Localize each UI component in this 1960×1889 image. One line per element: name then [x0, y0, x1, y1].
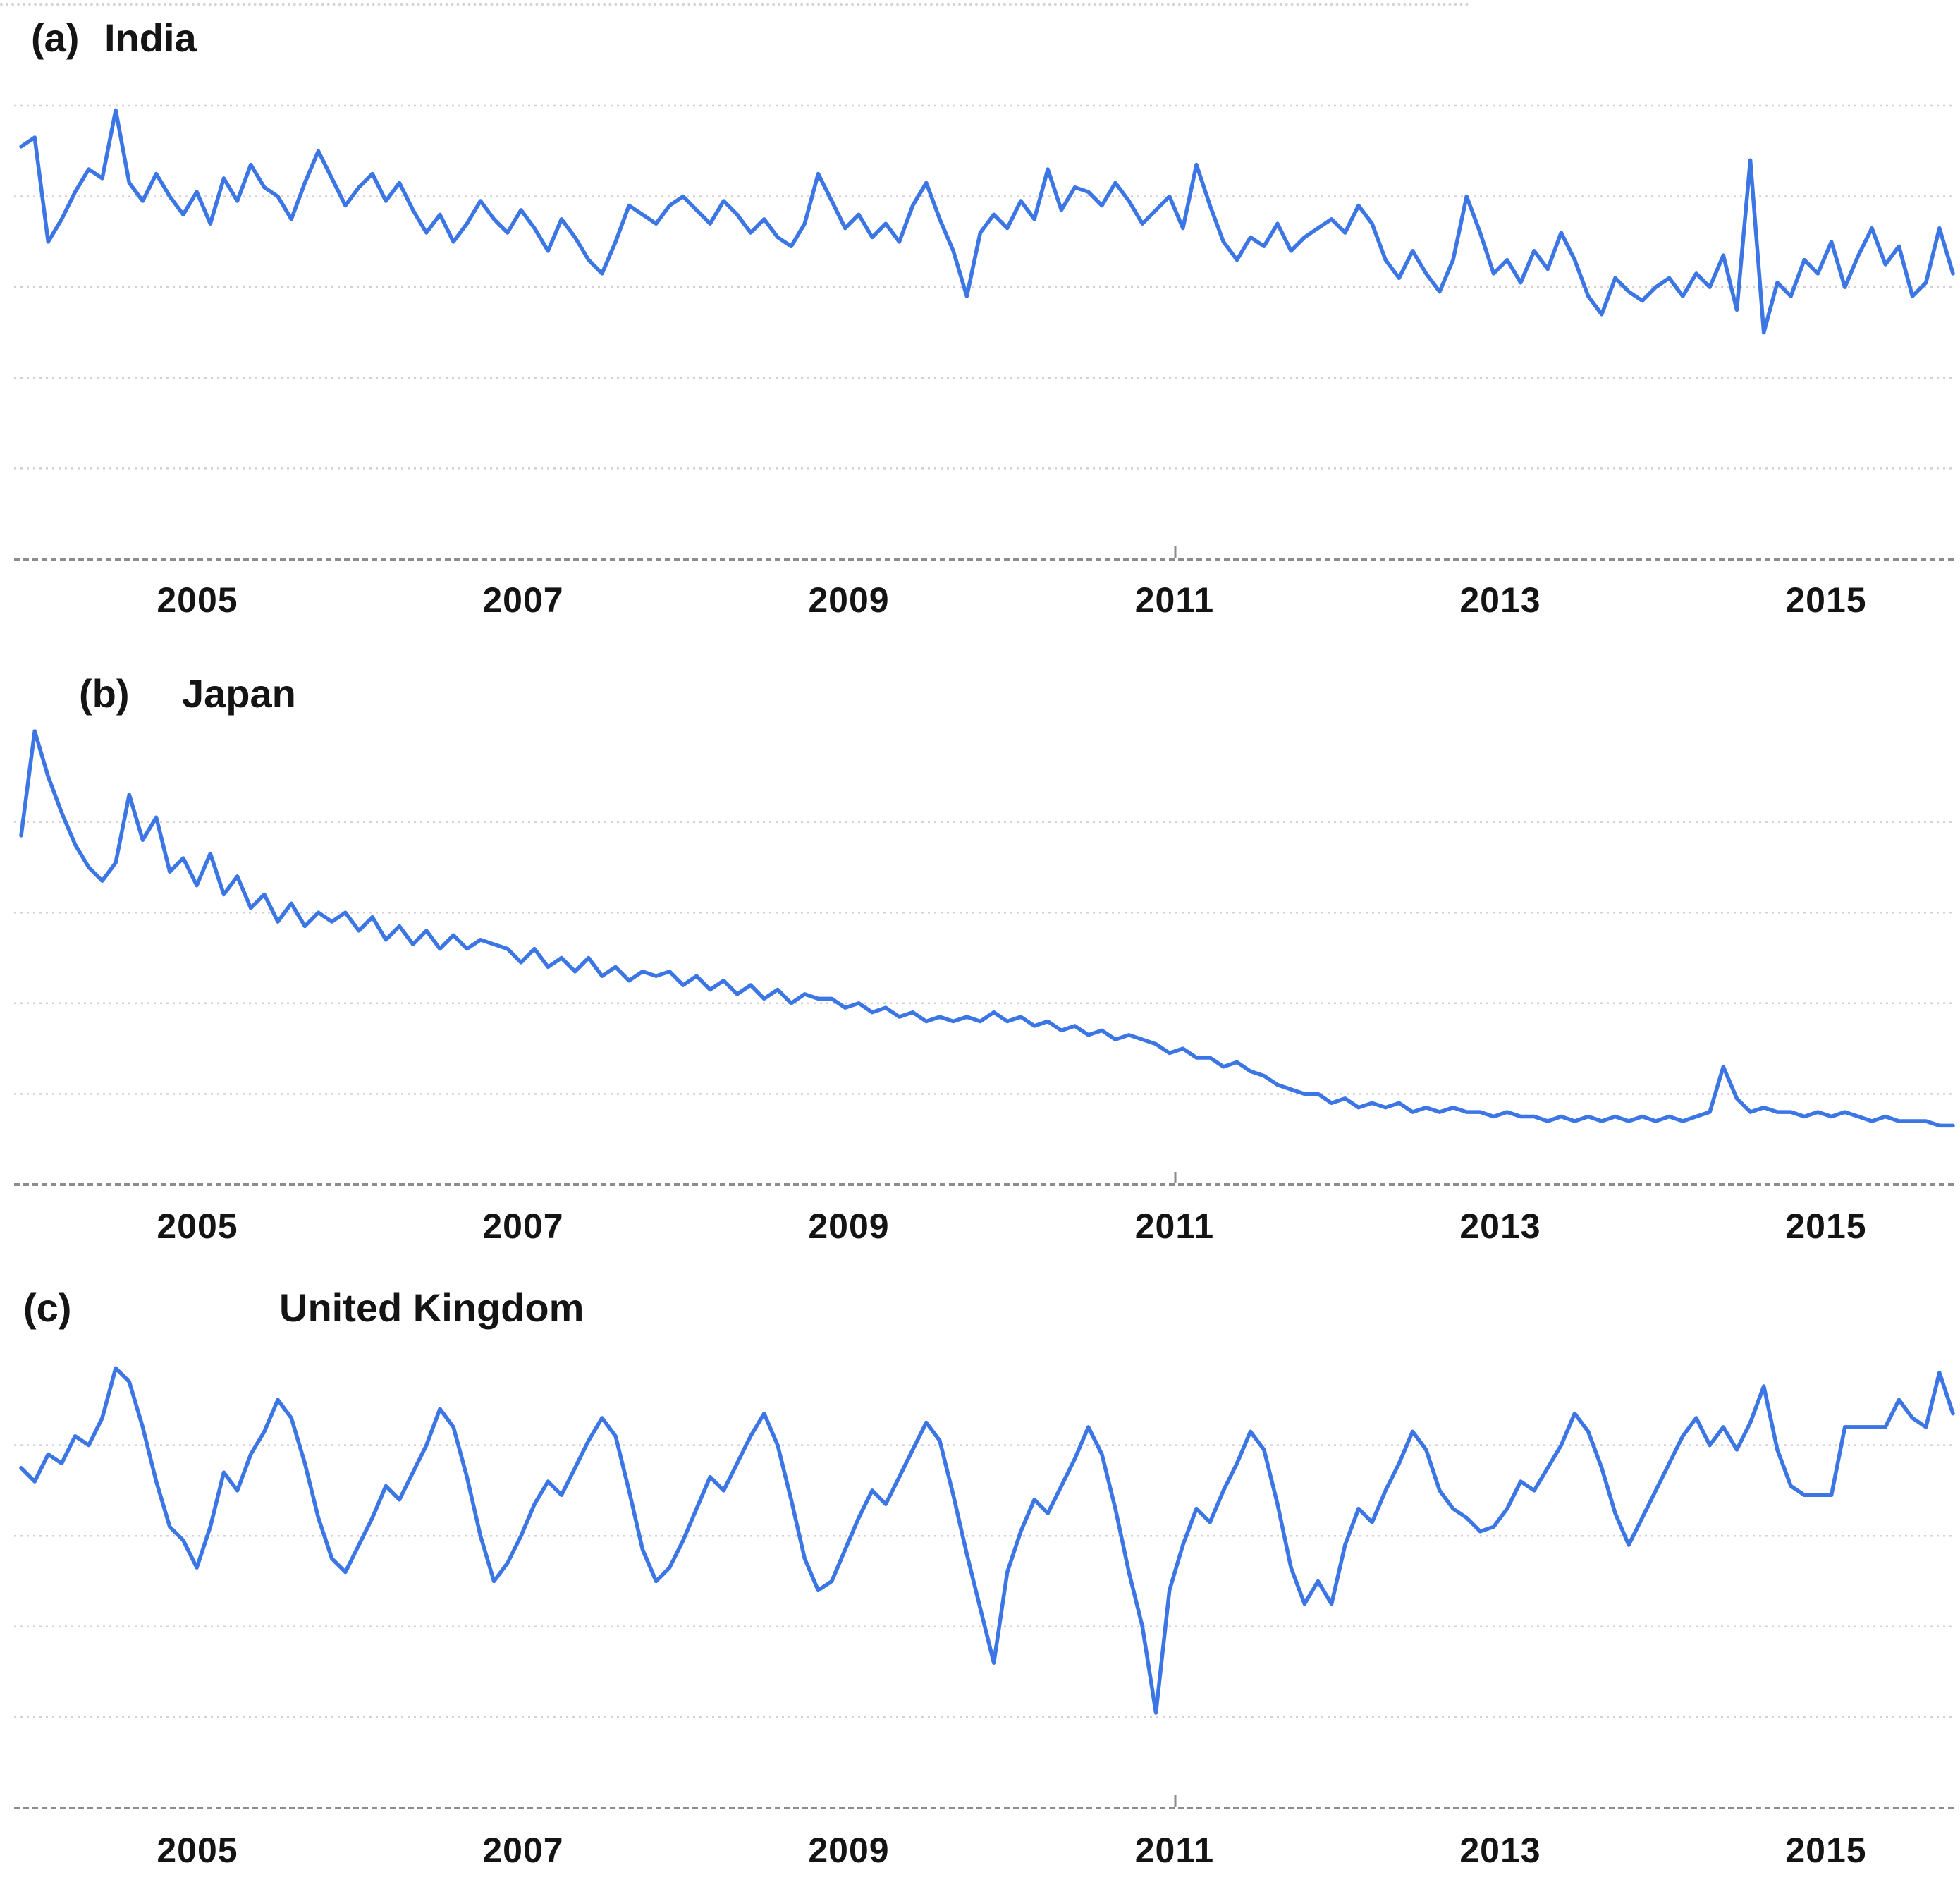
x-tick-label-2011: 2011	[1134, 580, 1215, 620]
x-tick-label-2007: 2007	[482, 580, 564, 620]
panel-a-x-axis-labels: 2005 2007 2009 2011 2013 2015	[0, 580, 1960, 622]
x-tick-label-2005: 2005	[157, 1830, 238, 1870]
panel-b-x-axis-labels: 2005 2007 2009 2011 2013 2015	[0, 1206, 1960, 1248]
trend-line-united-kingdom	[19, 1366, 1955, 1715]
x-tick-label-2013: 2013	[1459, 580, 1541, 620]
x-tick-label-2015: 2015	[1785, 580, 1867, 620]
panel-a-label: (a)	[31, 16, 80, 60]
panel-a-title-text: India	[104, 16, 197, 60]
x-tick-label-2005: 2005	[157, 580, 238, 620]
panel-c-title-text: United Kingdom	[279, 1285, 584, 1330]
panel-c-label: (c)	[23, 1285, 72, 1330]
x-tick-label-2011: 2011	[1134, 1206, 1215, 1246]
x-tick-label-2007: 2007	[482, 1206, 564, 1246]
x-tick-label-2015: 2015	[1785, 1206, 1867, 1246]
trend-line-india	[19, 108, 1955, 335]
x-tick-label-2009: 2009	[808, 1206, 890, 1246]
x-tick-label-2007: 2007	[482, 1830, 564, 1870]
x-tick-label-2009: 2009	[808, 1830, 890, 1870]
x-tick-label-2011: 2011	[1134, 1830, 1215, 1870]
x-tick-label-2015: 2015	[1785, 1830, 1867, 1870]
x-tick-label-2009: 2009	[808, 580, 890, 620]
panel-b-label: (b)	[79, 671, 130, 716]
x-tick-label-2013: 2013	[1459, 1206, 1541, 1246]
x-tick-label-2013: 2013	[1459, 1830, 1541, 1870]
panel-b-title-text: Japan	[182, 671, 296, 716]
trend-line-japan	[19, 729, 1955, 1128]
panel-c-x-axis-labels: 2005 2007 2009 2011 2013 2015	[0, 1830, 1960, 1872]
top-dotted-rule	[0, 3, 1470, 6]
x-tick-label-2005: 2005	[157, 1206, 238, 1246]
